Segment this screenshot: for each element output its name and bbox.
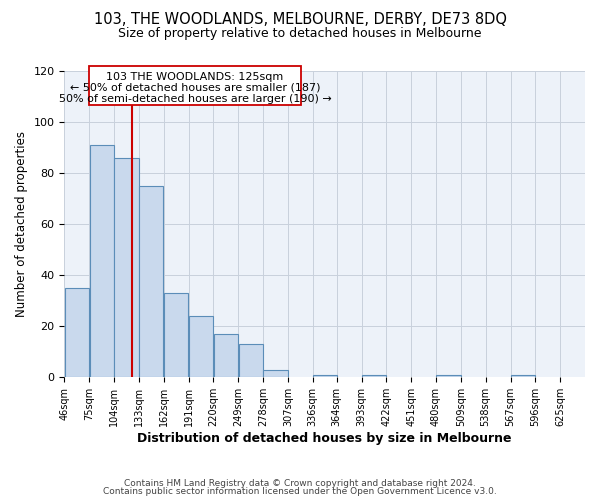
Text: 103 THE WOODLANDS: 125sqm: 103 THE WOODLANDS: 125sqm — [106, 72, 284, 82]
Text: 103, THE WOODLANDS, MELBOURNE, DERBY, DE73 8DQ: 103, THE WOODLANDS, MELBOURNE, DERBY, DE… — [94, 12, 506, 28]
Text: Size of property relative to detached houses in Melbourne: Size of property relative to detached ho… — [118, 28, 482, 40]
Text: Contains HM Land Registry data © Crown copyright and database right 2024.: Contains HM Land Registry data © Crown c… — [124, 478, 476, 488]
Bar — [436, 375, 461, 378]
Bar — [115, 158, 139, 378]
Bar — [362, 375, 386, 378]
Bar — [511, 375, 535, 378]
Text: 50% of semi-detached houses are larger (190) →: 50% of semi-detached houses are larger (… — [59, 94, 331, 104]
Bar — [65, 288, 89, 378]
Bar — [239, 344, 263, 378]
Bar — [89, 146, 114, 378]
Text: ← 50% of detached houses are smaller (187): ← 50% of detached houses are smaller (18… — [70, 83, 320, 93]
Bar — [313, 375, 337, 378]
Bar — [164, 293, 188, 378]
Text: Contains public sector information licensed under the Open Government Licence v3: Contains public sector information licen… — [103, 487, 497, 496]
Bar — [189, 316, 213, 378]
Bar — [214, 334, 238, 378]
Y-axis label: Number of detached properties: Number of detached properties — [15, 132, 28, 318]
FancyBboxPatch shape — [89, 66, 301, 104]
Bar — [263, 370, 287, 378]
Bar — [139, 186, 163, 378]
X-axis label: Distribution of detached houses by size in Melbourne: Distribution of detached houses by size … — [137, 432, 512, 445]
